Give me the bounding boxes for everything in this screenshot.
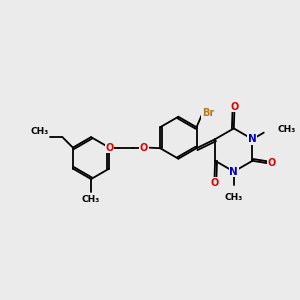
Text: N: N — [248, 134, 257, 144]
Text: CH₃: CH₃ — [30, 127, 48, 136]
Text: O: O — [210, 178, 219, 188]
Text: CH₃: CH₃ — [82, 195, 100, 204]
Text: O: O — [105, 142, 113, 153]
Text: CH₃: CH₃ — [278, 125, 296, 134]
Text: O: O — [230, 101, 238, 112]
Text: O: O — [268, 158, 276, 168]
Text: N: N — [230, 167, 238, 177]
Text: CH₃: CH₃ — [225, 194, 243, 202]
Text: O: O — [140, 142, 148, 153]
Text: Br: Br — [202, 108, 214, 118]
